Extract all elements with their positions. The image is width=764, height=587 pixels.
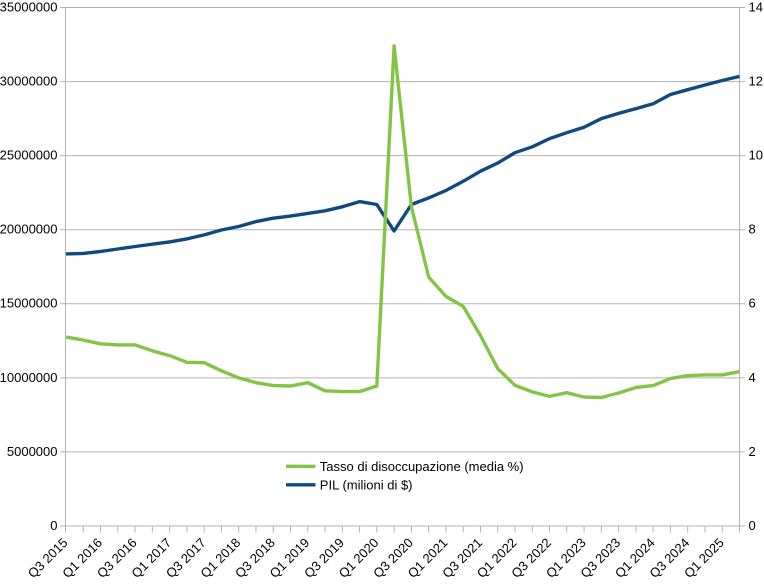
svg-text:6: 6: [749, 296, 756, 311]
svg-text:5000000: 5000000: [7, 444, 58, 459]
svg-text:35000000: 35000000: [0, 0, 58, 14]
svg-text:2: 2: [749, 444, 756, 459]
svg-text:10000000: 10000000: [0, 370, 58, 385]
svg-text:4: 4: [749, 370, 756, 385]
svg-text:30000000: 30000000: [0, 74, 58, 89]
svg-text:25000000: 25000000: [0, 148, 58, 163]
svg-text:0: 0: [749, 518, 756, 533]
svg-text:Tasso di disoccupazione (media: Tasso di disoccupazione (media %): [320, 459, 524, 474]
svg-text:8: 8: [749, 222, 756, 237]
svg-text:PIL (milioni di $): PIL (milioni di $): [320, 477, 413, 492]
svg-text:20000000: 20000000: [0, 222, 58, 237]
svg-text:12: 12: [749, 74, 763, 89]
svg-text:14: 14: [749, 0, 763, 14]
svg-text:0: 0: [50, 518, 57, 533]
svg-text:10: 10: [749, 148, 763, 163]
svg-text:15000000: 15000000: [0, 296, 58, 311]
